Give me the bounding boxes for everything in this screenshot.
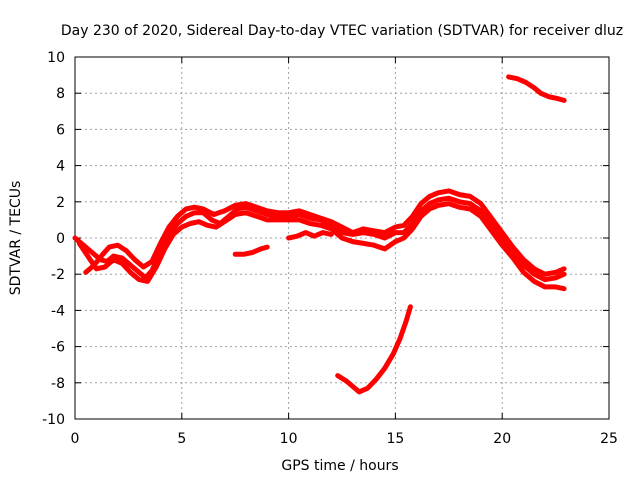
series-line-segment-7-9h bbox=[232, 244, 270, 257]
series-line-main-band-1 bbox=[72, 195, 567, 283]
series-line-segment-12-15h-low bbox=[335, 304, 413, 395]
chart-title: Day 230 of 2020, Sidereal Day-to-day VTE… bbox=[61, 23, 623, 39]
y-tick-label: 0 bbox=[56, 231, 65, 247]
y-tick-label: -4 bbox=[51, 303, 65, 319]
series-line-segment-10-12h bbox=[286, 230, 334, 241]
x-tick-label: 5 bbox=[177, 431, 186, 447]
grid-layer bbox=[75, 57, 609, 419]
x-tick-label: 0 bbox=[71, 431, 80, 447]
y-tick-label: 4 bbox=[56, 159, 65, 175]
x-tick-label: 15 bbox=[386, 431, 404, 447]
y-tick-label: -10 bbox=[42, 412, 65, 428]
x-tick-label: 20 bbox=[493, 431, 511, 447]
y-axis-label: SDTVAR / TECUs bbox=[8, 181, 24, 296]
series-line-main-band-2 bbox=[83, 188, 567, 277]
x-axis-label: GPS time / hours bbox=[281, 458, 398, 474]
series-line-main-band-3 bbox=[76, 201, 567, 292]
y-tick-label: 8 bbox=[56, 86, 65, 102]
y-tick-label: -6 bbox=[51, 340, 65, 356]
y-tick-label: 10 bbox=[47, 50, 65, 66]
series-line-segment-20-23h-high bbox=[506, 74, 567, 103]
series-layer bbox=[72, 74, 567, 395]
x-tick-label: 25 bbox=[600, 431, 618, 447]
y-tick-label: -2 bbox=[51, 267, 65, 283]
y-tick-label: 6 bbox=[56, 122, 65, 138]
y-tick-label: 2 bbox=[56, 195, 65, 211]
y-tick-label: -8 bbox=[51, 376, 65, 392]
tick-layer: 0 5 10 15 20 25 -10 -8 -6 -4 -2 0 2 4 6 8 10 bbox=[42, 50, 618, 447]
x-tick-label: 10 bbox=[280, 431, 298, 447]
